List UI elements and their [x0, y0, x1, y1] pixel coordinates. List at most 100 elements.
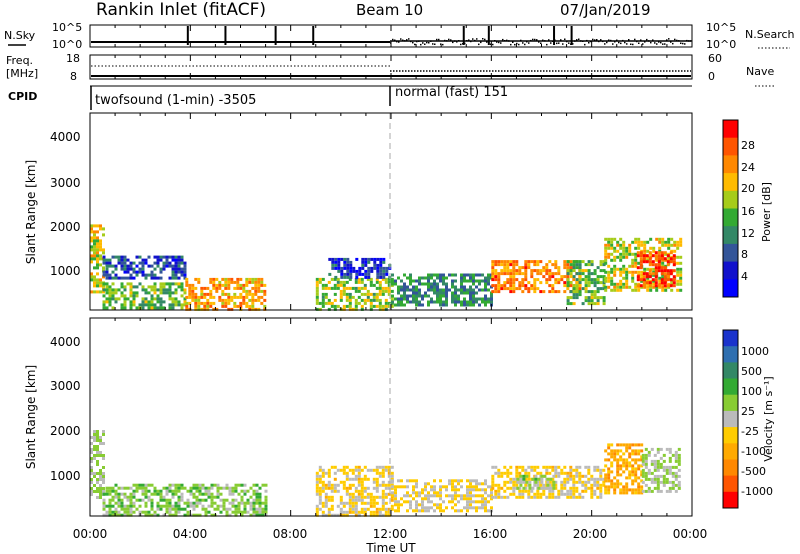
- heatmap-cell: [254, 289, 258, 293]
- heatmap-cell: [123, 258, 127, 262]
- heatmap-cell: [593, 281, 597, 285]
- heatmap-cell: [360, 510, 364, 514]
- heatmap-cell: [108, 510, 112, 514]
- heatmap-cell: [439, 509, 442, 513]
- heatmap-cell: [604, 243, 608, 247]
- heatmap-cell: [593, 278, 597, 282]
- heatmap-cell: [342, 483, 346, 487]
- heatmap-cell: [653, 474, 657, 478]
- heatmap-cell: [552, 474, 556, 478]
- heatmap-cell: [637, 491, 641, 495]
- heatmap-cell: [484, 506, 487, 510]
- heatmap-cell: [625, 488, 629, 492]
- heatmap-cell: [663, 284, 667, 288]
- heatmap-cell: [430, 285, 433, 289]
- heatmap-cell: [93, 445, 96, 448]
- velocity-cbar-tick: -25: [741, 425, 759, 438]
- colorbar-swatch: [723, 346, 738, 363]
- heatmap-cell: [640, 488, 644, 492]
- heatmap-cell: [123, 264, 127, 268]
- heatmap-cell: [472, 488, 475, 492]
- heatmap-cell: [528, 480, 532, 484]
- heatmap-cell: [327, 301, 331, 305]
- heatmap-cell: [373, 266, 377, 270]
- heatmap-cell: [315, 507, 319, 511]
- heatmap-cell: [189, 501, 193, 505]
- heatmap-cell: [339, 498, 343, 502]
- heatmap-cell: [243, 492, 247, 496]
- heatmap-cell: [102, 288, 106, 292]
- heatmap-cell: [231, 486, 235, 490]
- heatmap-cell: [263, 289, 267, 293]
- heatmap-cell: [472, 273, 475, 277]
- heatmap-cell: [640, 491, 644, 495]
- heatmap-cell: [150, 285, 154, 289]
- heatmap-cell: [660, 257, 664, 261]
- heatmap-cell: [569, 263, 573, 267]
- heatmap-cell: [231, 489, 235, 493]
- heatmap-cell: [162, 267, 166, 271]
- heatmap-cell: [381, 495, 385, 499]
- heatmap-cell: [674, 456, 678, 460]
- heatmap-cell: [228, 489, 232, 493]
- heatmap-cell: [144, 300, 148, 304]
- heatmap-cell: [472, 494, 475, 498]
- heatmap-cell: [619, 273, 623, 277]
- heatmap-cell: [494, 278, 498, 282]
- heatmap-cell: [93, 475, 96, 478]
- heatmap-cell: [590, 492, 594, 496]
- heatmap-cell: [189, 486, 193, 490]
- heatmap-cell: [390, 471, 394, 475]
- heatmap-cell: [634, 288, 638, 292]
- nsearch-point: [578, 38, 580, 40]
- heatmap-cell: [616, 458, 620, 462]
- heatmap-cell: [655, 237, 659, 241]
- heatmap-cell: [668, 447, 672, 451]
- heatmap-cell: [469, 491, 472, 495]
- heatmap-cell: [497, 260, 501, 264]
- heatmap-cell: [469, 276, 472, 280]
- heatmap-cell: [433, 488, 436, 492]
- heatmap-cell: [333, 277, 337, 281]
- heatmap-cell: [666, 269, 670, 273]
- heatmap-cell: [102, 492, 106, 496]
- heatmap-cell: [159, 270, 163, 274]
- heatmap-cell: [628, 264, 632, 268]
- heatmap-cell: [593, 269, 597, 273]
- heatmap-cell: [135, 285, 139, 289]
- heatmap-cell: [418, 491, 421, 495]
- heatmap-cell: [442, 509, 445, 513]
- heatmap-cell: [346, 260, 350, 264]
- heatmap-cell: [509, 290, 513, 294]
- heatmap-cell: [255, 498, 259, 502]
- heatmap-cell: [315, 292, 319, 296]
- heatmap-cell: [237, 483, 241, 487]
- heatmap-cell: [665, 468, 669, 472]
- heatmap-cell: [191, 283, 195, 287]
- heatmap-cell: [361, 260, 365, 264]
- heatmap-cell: [433, 485, 436, 489]
- heatmap-cell: [384, 513, 388, 517]
- heatmap-cell: [656, 489, 660, 493]
- heatmap-cell: [221, 304, 225, 308]
- heatmap-cell: [539, 492, 543, 496]
- heatmap-cell: [231, 504, 235, 508]
- nsearch-point: [516, 42, 518, 45]
- heatmap-cell: [427, 482, 430, 486]
- heatmap-cell: [331, 263, 335, 267]
- heatmap-cell: [625, 482, 629, 486]
- heatmap-cell: [628, 270, 632, 274]
- heatmap-cell: [484, 303, 487, 307]
- heatmap-cell: [191, 292, 195, 296]
- heatmap-cell: [102, 490, 105, 493]
- heatmap-cell: [637, 443, 641, 447]
- heatmap-cell: [120, 486, 124, 490]
- heatmap-cell: [469, 294, 472, 298]
- heatmap-cell: [563, 477, 567, 481]
- heatmap-cell: [203, 301, 207, 305]
- heatmap-cell: [206, 301, 210, 305]
- heatmap-cell: [144, 273, 148, 277]
- heatmap-cell: [527, 465, 531, 469]
- heatmap-cell: [622, 461, 626, 465]
- heatmap-cell: [102, 478, 105, 481]
